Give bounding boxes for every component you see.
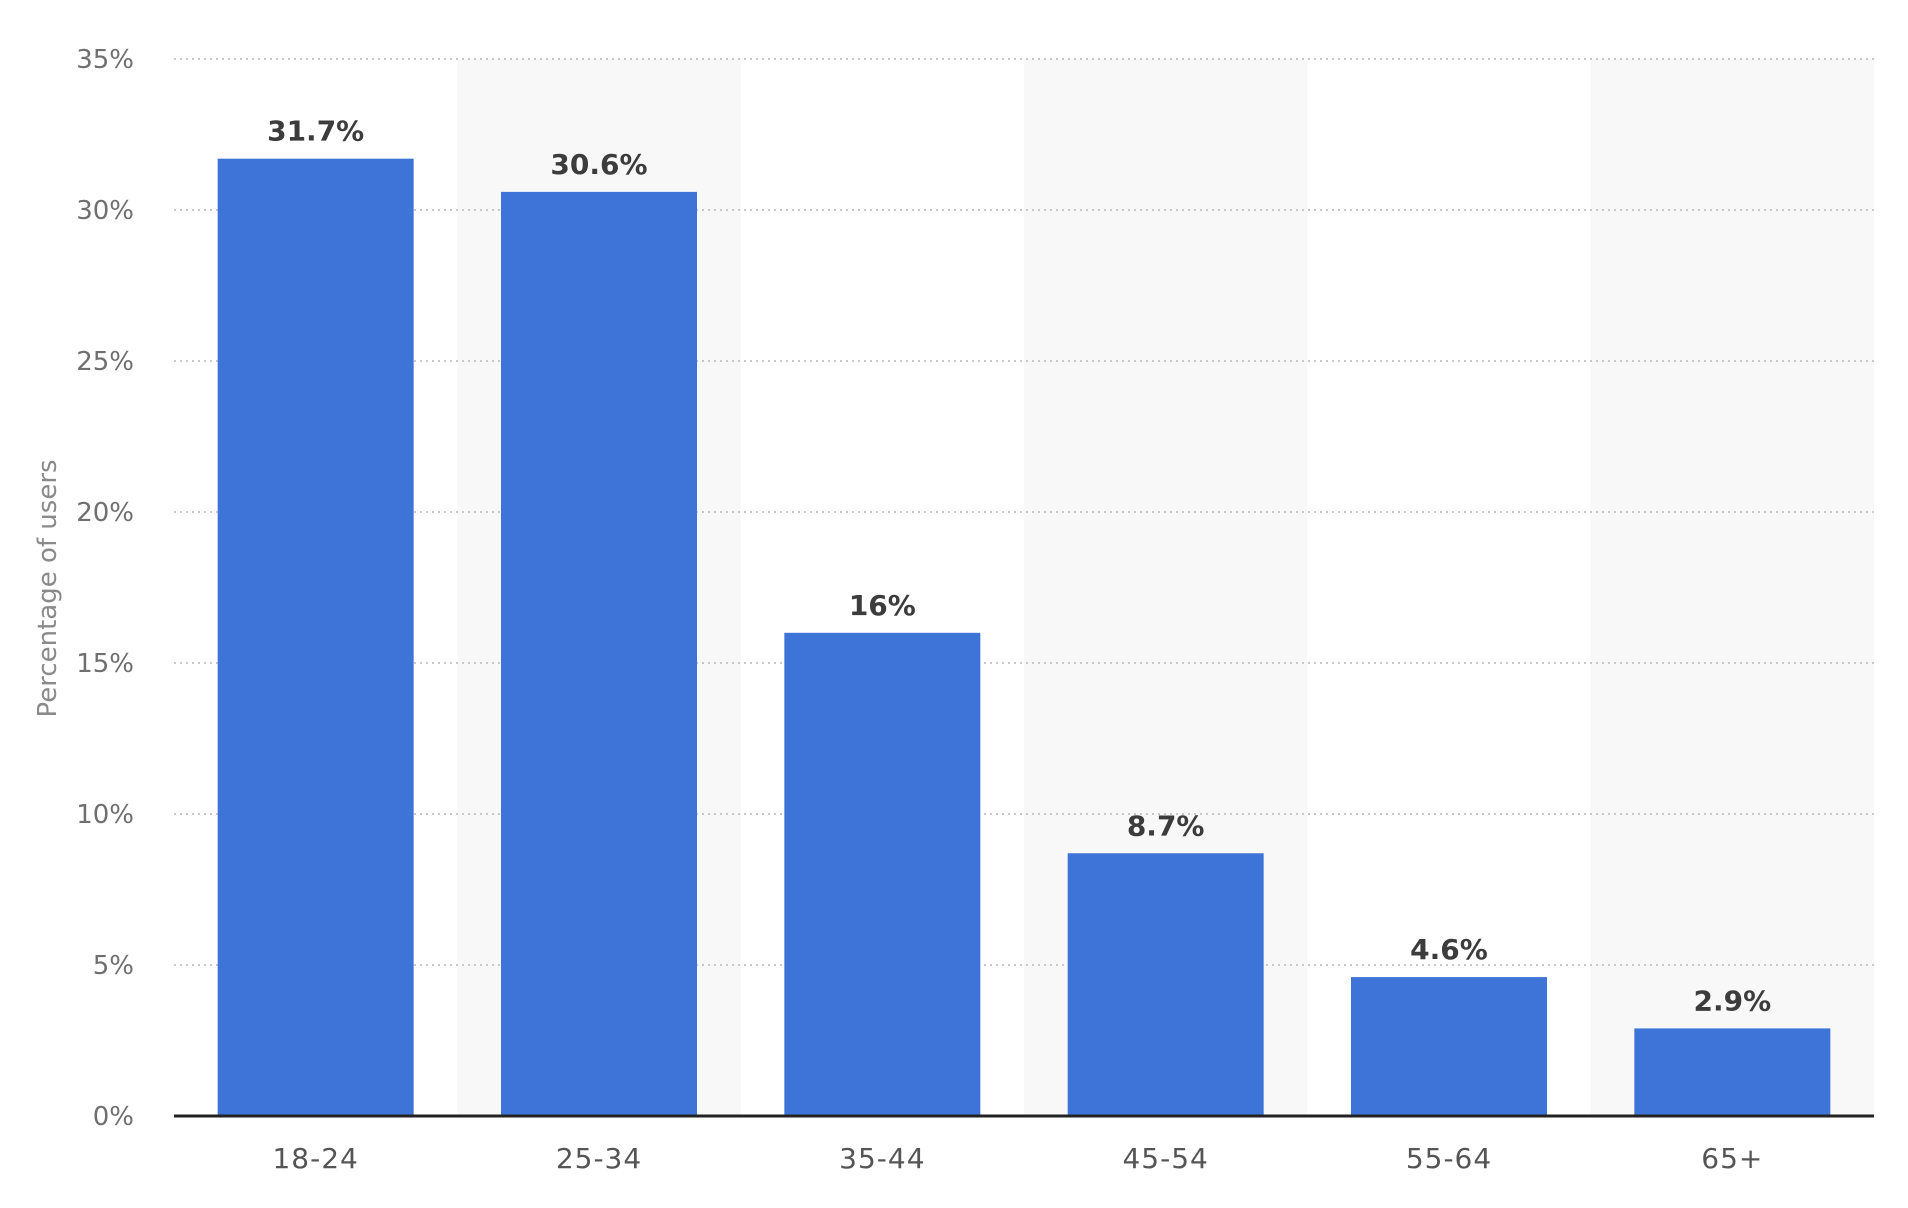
value-labels: 31.7% 30.6% 16% 8.7% 4.6% 2.9%	[267, 115, 1771, 1018]
x-tick-label: 18-24	[272, 1142, 358, 1175]
x-tick-label: 25-34	[556, 1142, 642, 1175]
bar-45-54	[1067, 853, 1264, 1116]
y-tick-label: 35%	[76, 45, 134, 75]
gridlines	[174, 58, 1874, 966]
y-tick-label: 15%	[76, 649, 134, 679]
y-tick-label: 0%	[93, 1102, 134, 1132]
y-tick-label: 25%	[76, 347, 134, 377]
value-label: 31.7%	[267, 115, 364, 148]
value-label: 4.6%	[1410, 933, 1488, 966]
y-tick-label: 10%	[76, 800, 134, 830]
bar-25-34	[501, 191, 697, 1116]
bar-65+	[1634, 1028, 1831, 1116]
x-tick-label: 45-54	[1122, 1142, 1208, 1175]
x-tick-label: 65+	[1701, 1142, 1763, 1175]
y-tick-label: 30%	[76, 196, 134, 226]
value-label: 30.6%	[550, 148, 647, 181]
x-tick-label: 35-44	[839, 1142, 925, 1175]
y-axis-title: Percentage of users	[33, 459, 63, 717]
y-tick-label: 5%	[93, 951, 134, 981]
bar-18-24	[217, 158, 414, 1116]
value-label: 8.7%	[1127, 809, 1205, 842]
value-label: 16%	[849, 589, 916, 622]
value-label: 2.9%	[1694, 984, 1772, 1017]
x-axis-labels: 18-24 25-34 35-44 45-54 55-64 65+	[272, 1142, 1763, 1175]
bar-35-44	[784, 632, 981, 1116]
bars	[217, 158, 1831, 1116]
category-band	[1590, 59, 1874, 1116]
bar-55-64	[1351, 977, 1547, 1116]
y-axis-ticks: 0% 5% 10% 15% 20% 25% 30% 35%	[76, 45, 134, 1132]
x-tick-label: 55-64	[1406, 1142, 1492, 1175]
y-tick-label: 20%	[76, 498, 134, 528]
